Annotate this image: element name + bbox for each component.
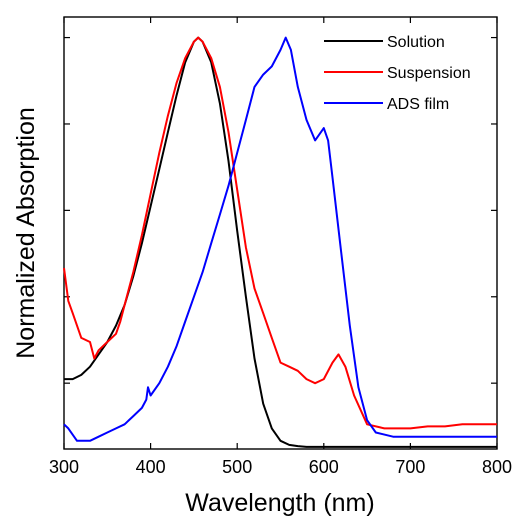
y-axis-title: Normalized Absorption xyxy=(12,107,40,359)
legend-label-ads-film: ADS film xyxy=(387,96,449,113)
x-tick-label: 600 xyxy=(309,457,339,477)
x-tick-label: 700 xyxy=(395,457,425,477)
x-tick-label: 300 xyxy=(49,457,79,477)
data-series xyxy=(63,36,497,448)
legend-label-suspension: Suspension xyxy=(387,65,471,82)
series-line-suspension xyxy=(63,36,497,430)
legend: Solution Suspension ADS film xyxy=(324,34,471,113)
x-tick-label: 400 xyxy=(136,457,166,477)
axis-ticks: 300 400 500 600 700 800 xyxy=(49,17,512,477)
plot-frame xyxy=(63,16,498,450)
series-line-ads-film xyxy=(63,36,497,442)
x-tick-label: 500 xyxy=(222,457,252,477)
legend-label-solution: Solution xyxy=(387,34,445,51)
x-tick-label: 800 xyxy=(482,457,512,477)
x-axis-title: Wavelength (nm) xyxy=(185,489,374,517)
